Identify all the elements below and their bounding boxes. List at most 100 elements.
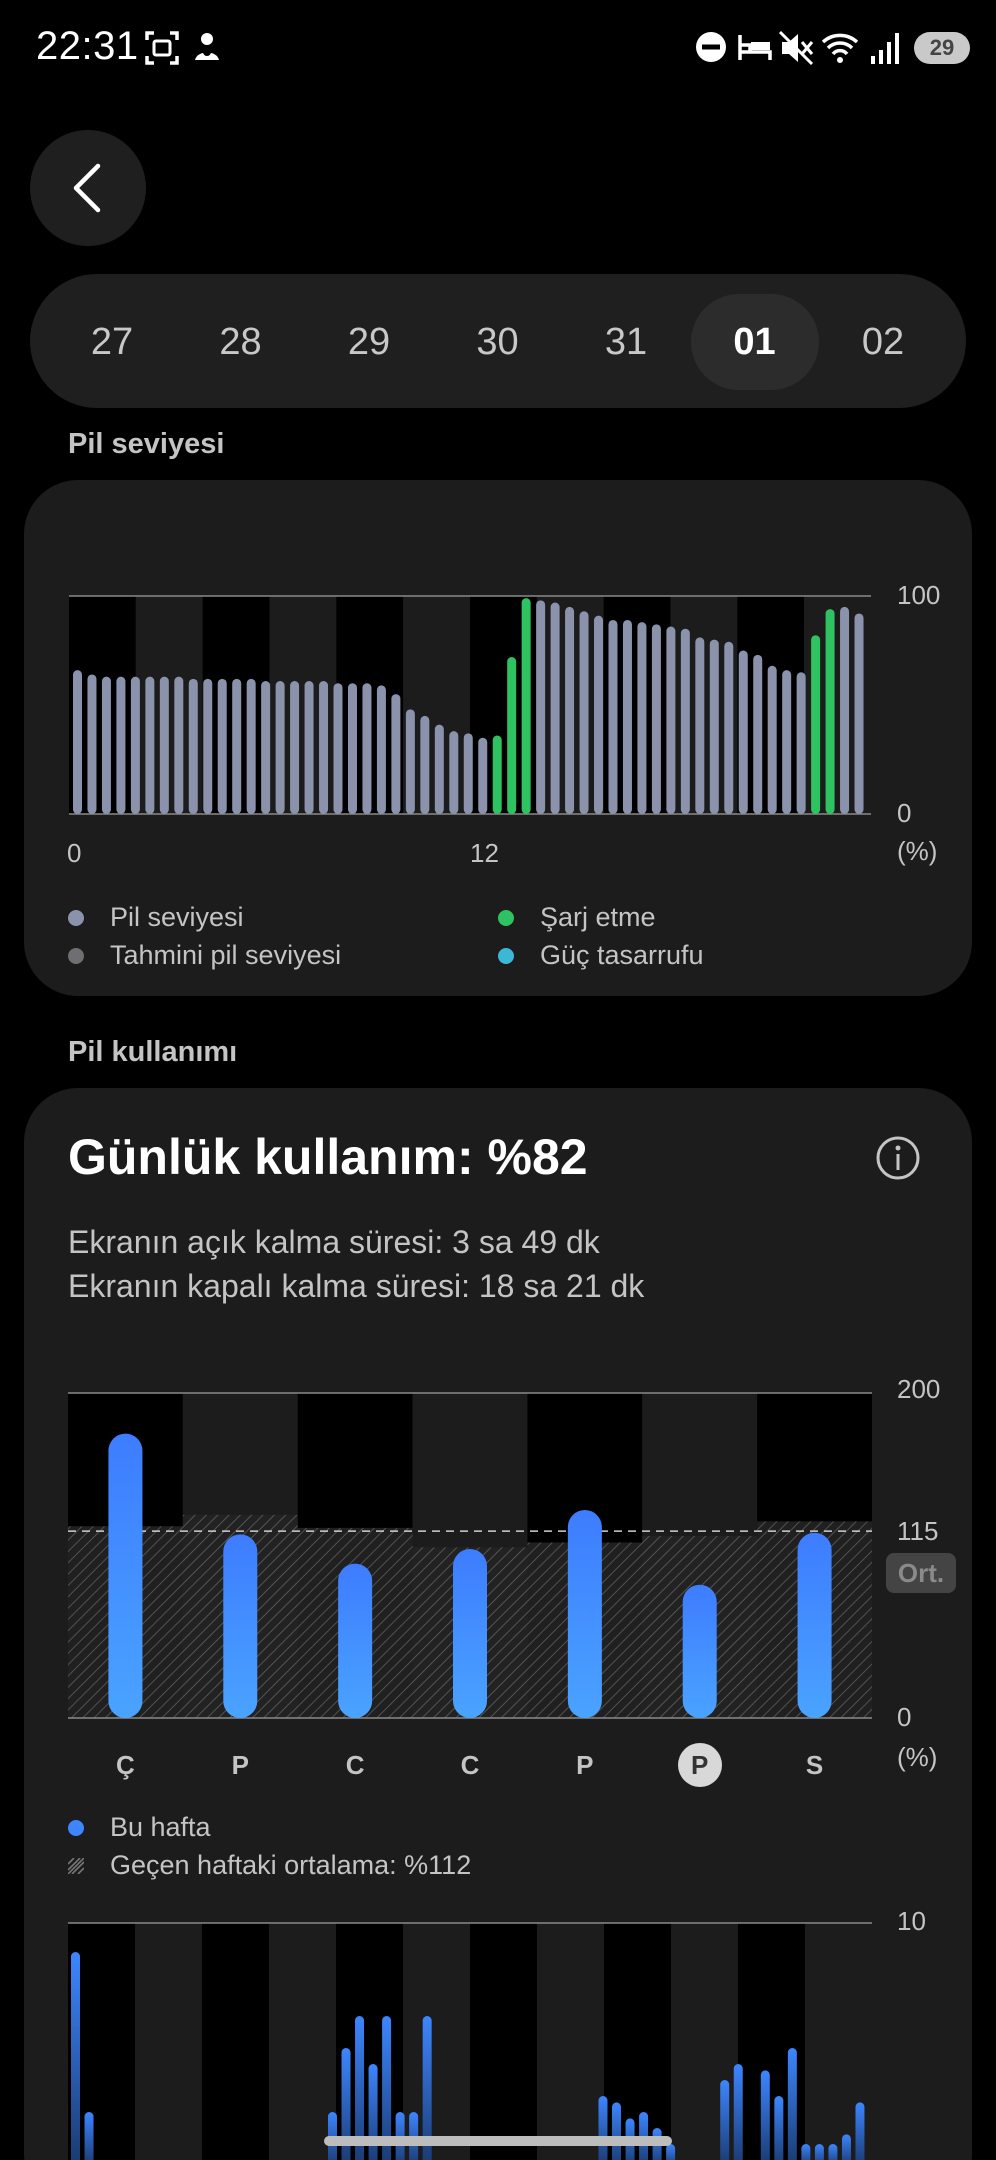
battery-level-bar (594, 615, 604, 814)
battery-level-section-title: Pil seviyesi (68, 428, 225, 460)
date-item-28[interactable]: 28 (219, 320, 262, 363)
day-label[interactable]: S (805, 1750, 824, 1780)
legend-label: Pil seviyesi (110, 902, 244, 932)
usage-bar[interactable] (797, 1532, 832, 1718)
hourly-usage-bar (828, 2144, 838, 2160)
battery-level-bar (261, 681, 271, 814)
chart-band (202, 1923, 269, 2160)
battery-level-bar (753, 654, 763, 814)
legend-label: Tahmini pil seviyesi (110, 940, 342, 970)
hourly-usage-bar (814, 2144, 824, 2160)
legend-dot-icon (68, 909, 84, 926)
usage-bar[interactable] (108, 1433, 143, 1718)
battery-level-bar (246, 678, 256, 814)
back-button[interactable] (30, 130, 146, 246)
y-axis-bottom-label: 0 (897, 798, 912, 828)
battery-level-bar (391, 694, 401, 814)
battery-level-bar (796, 672, 806, 814)
legend-power-saving: Güç tasarrufu (498, 940, 704, 971)
battery-level-bar (333, 683, 343, 814)
date-item-31[interactable]: 31 (604, 320, 648, 363)
battery-level-bar (608, 619, 618, 814)
hourly-usage-bar (733, 2064, 743, 2160)
battery-level-bar (724, 641, 734, 814)
day-label[interactable]: P (576, 1750, 594, 1780)
date-item-30[interactable]: 30 (476, 320, 519, 363)
date-item-01[interactable]: 01 (690, 294, 819, 390)
day-label[interactable]: C (460, 1750, 480, 1780)
average-badge: Ort. (886, 1553, 956, 1593)
dnd-icon (696, 32, 726, 62)
battery-level-bar (145, 676, 155, 814)
battery-level-bar (536, 600, 546, 814)
day-label[interactable]: C (345, 1750, 365, 1780)
usage-bar[interactable] (567, 1510, 602, 1718)
home-indicator (324, 2136, 672, 2146)
chart-band (470, 1923, 537, 2160)
battery-level-bar (666, 626, 676, 814)
battery-level-bar (188, 678, 198, 814)
legend-dot-icon (68, 947, 84, 964)
signal-icon (871, 33, 899, 64)
usage-y-unit-label: (%) (897, 1742, 938, 1772)
hourly-usage-bar (382, 2016, 392, 2160)
legend-last-week-average: Geçen haftaki ortalama: %112 (68, 1850, 471, 1881)
battery-level-bar (290, 681, 300, 814)
battery-level-bar (101, 676, 111, 814)
battery-level-bar (405, 709, 415, 814)
battery-level-bar (854, 613, 864, 814)
usage-bar[interactable] (338, 1563, 373, 1718)
hatch-pattern-icon (68, 1857, 84, 1874)
date-item-27[interactable]: 27 (90, 320, 134, 363)
hourly-usage-bar (787, 2048, 797, 2160)
battery-level-bar (159, 676, 169, 814)
battery-level-bar (232, 678, 242, 814)
hourly-usage-bar (774, 2096, 784, 2160)
chart-band (269, 1923, 336, 2160)
battery-icon: 29 (914, 32, 970, 64)
battery-level-bar (347, 683, 357, 814)
hourly-usage-bar (720, 2080, 730, 2160)
legend-dot-icon (68, 1819, 84, 1836)
battery-level-bar (434, 724, 444, 814)
wifi-icon (821, 33, 859, 63)
x-axis-start-label: 0 (67, 838, 82, 868)
battery-level-bar (840, 606, 850, 814)
battery-level-bar (695, 637, 705, 814)
usage-bar[interactable] (682, 1584, 717, 1718)
battery-level-bar (130, 676, 140, 814)
info-icon[interactable] (874, 1134, 922, 1182)
y-axis-unit-label: (%) (897, 836, 938, 866)
battery-level-bar (478, 737, 488, 814)
chart-band (135, 1923, 202, 2160)
day-label[interactable]: Ç (116, 1750, 135, 1780)
legend-dot-icon (498, 909, 514, 926)
usage-bar[interactable] (453, 1549, 487, 1718)
status-time: 22:31 (36, 24, 139, 68)
usage-y-avg-label: 115 (897, 1516, 939, 1546)
hourly-usage-bar (341, 2048, 351, 2160)
daily-usage-title: Günlük kullanım: %82 (68, 1129, 588, 1185)
date-item-29[interactable]: 29 (347, 320, 391, 363)
date-item-02[interactable]: 02 (861, 320, 905, 363)
hourly-usage-bar (422, 2016, 432, 2160)
battery-level-bar (275, 681, 285, 814)
battery-level-bar (174, 676, 184, 814)
date-selector: 27 28 29 30 31 01 02 (30, 274, 966, 408)
day-label[interactable]: P (231, 1750, 249, 1780)
battery-level-bar (217, 678, 227, 814)
screen-off-time: Ekranın kapalı kalma süresi: 18 sa 21 dk (68, 1268, 645, 1304)
chart-band (537, 1923, 604, 2160)
usage-bar[interactable] (223, 1534, 258, 1718)
battery-level-bar (463, 733, 473, 814)
battery-level-bar (622, 619, 632, 814)
battery-level-bar (73, 670, 82, 814)
notification-app-icon (195, 33, 219, 60)
legend-this-week: Bu hafta (68, 1812, 211, 1843)
screenshot-icon (145, 31, 179, 65)
day-label[interactable]: P (677, 1743, 722, 1787)
legend-dot-icon (498, 947, 514, 964)
charging-bar (825, 609, 835, 814)
battery-level-bar (362, 683, 372, 814)
battery-level-bar (738, 650, 748, 814)
